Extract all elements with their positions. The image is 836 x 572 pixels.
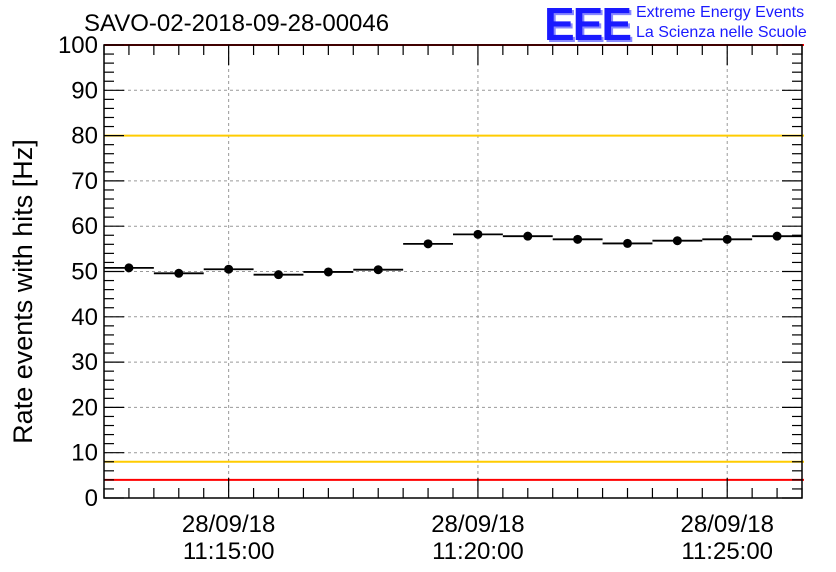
data-point <box>623 238 632 248</box>
data-point <box>473 229 483 239</box>
data-point <box>174 268 184 278</box>
eee-logo-mark: EEE <box>544 0 632 50</box>
y-axis-label: Rate events with hits [Hz] <box>8 139 38 444</box>
data-points <box>104 229 802 280</box>
chart-title: SAVO-02-2018-09-28-00046 <box>84 10 390 37</box>
y-tick-labels: 0 10 20 30 40 50 60 70 80 90 100 <box>58 32 98 512</box>
data-point <box>423 239 433 249</box>
y-tick-label: 0 <box>85 485 98 512</box>
y-tick-label: 100 <box>58 32 98 59</box>
data-point <box>772 231 782 241</box>
data-point <box>523 231 533 241</box>
data-point <box>323 267 333 277</box>
y-tick-label: 50 <box>71 259 98 286</box>
x-tick-label-date: 28/09/18 <box>182 511 275 538</box>
data-point <box>722 234 732 244</box>
logo-line-1: Extreme Energy Events <box>636 4 805 21</box>
logo-line-2: La Scienza nelle Scuole <box>636 24 807 41</box>
y-tick-label: 90 <box>71 77 98 104</box>
x-tick-label-time: 11:15:00 <box>183 538 275 565</box>
y-tick-label: 40 <box>71 304 98 331</box>
data-point <box>274 270 283 280</box>
axis-ticks <box>103 44 803 499</box>
grid-lines <box>104 45 802 498</box>
reference-lines <box>104 44 804 481</box>
y-tick-label: 80 <box>71 123 98 150</box>
data-point <box>224 264 234 274</box>
x-tick-labels: 28/09/1811:15:0028/09/1811:20:0028/09/18… <box>182 511 774 565</box>
x-tick-label-time: 11:25:00 <box>681 538 773 565</box>
x-tick-label-date: 28/09/18 <box>681 511 774 538</box>
x-tick-label-time: 11:20:00 <box>432 538 524 565</box>
data-point <box>573 234 583 244</box>
y-tick-label: 60 <box>71 213 98 240</box>
y-tick-label: 20 <box>71 394 98 421</box>
x-tick-label-date: 28/09/18 <box>431 511 524 538</box>
data-point <box>672 236 682 246</box>
y-tick-label: 30 <box>71 349 98 376</box>
data-point <box>373 265 383 275</box>
data-point <box>124 263 134 273</box>
y-tick-label: 10 <box>71 440 98 467</box>
y-tick-label: 70 <box>71 168 98 195</box>
